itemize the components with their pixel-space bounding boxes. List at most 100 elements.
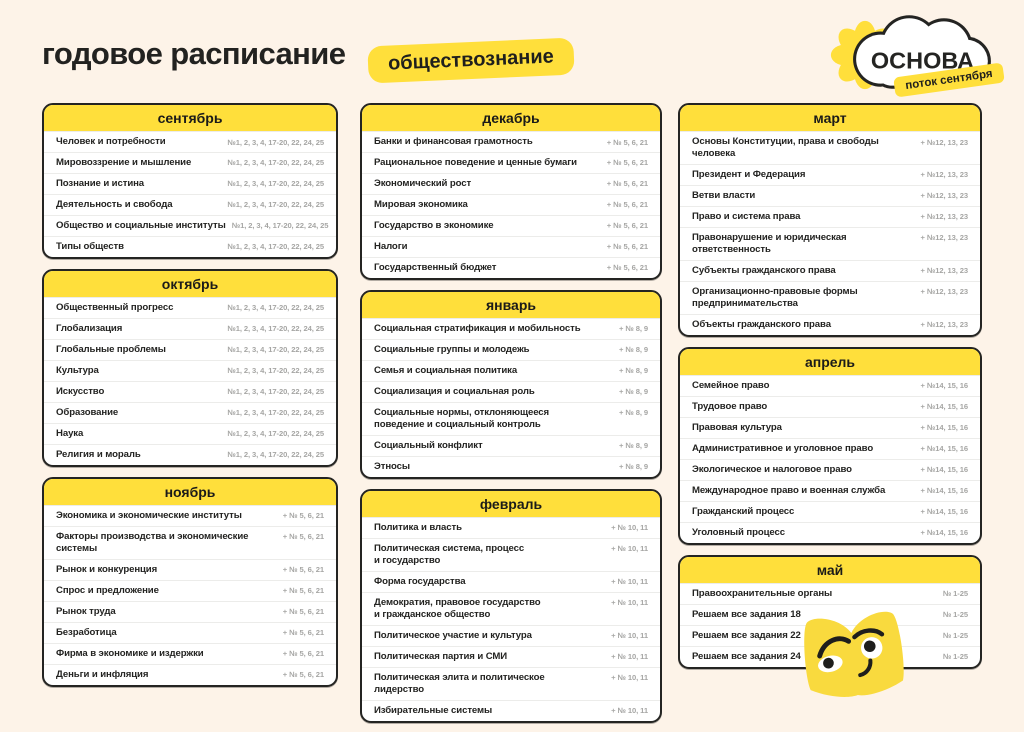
topic-label: Государственный бюджет xyxy=(374,261,497,273)
task-numbers: № 1-25 xyxy=(942,610,968,620)
task-numbers: + № 8, 9 xyxy=(619,441,648,451)
topic-label: Человек и потребности xyxy=(56,136,166,147)
schedule-row: Семейное право + №14, 15, 16 xyxy=(680,374,980,396)
topic-label: Право и система права xyxy=(692,210,801,222)
schedule-row: Основы Конституции, права и свободы чело… xyxy=(680,131,980,164)
schedule-row: Государство в экономике + № 5, 6, 21 xyxy=(362,214,660,236)
schedule-row: Экономический рост + № 5, 6, 21 xyxy=(362,172,660,194)
task-numbers: + № 10, 11 xyxy=(611,523,648,533)
topic-label: Уголовный процесс xyxy=(692,526,785,538)
brand-logo: ОСНОВА поток сентября xyxy=(822,6,1005,102)
topic-label: Общество и социальные институты xyxy=(56,219,226,231)
topic-label: Решаем все задания 18 xyxy=(692,608,801,620)
task-numbers: + №14, 15, 16 xyxy=(920,444,969,454)
schedule-row: Глобализация №1, 2, 3, 4, 17-20, 22, 24, … xyxy=(44,317,336,339)
schedule-row: Демократия, правовое государство и гражд… xyxy=(362,591,660,625)
topic-label: Демократия, правовое государство и гражд… xyxy=(374,596,541,620)
topic-label: Наука xyxy=(56,427,84,439)
schedule-row: Экологическое и налоговое право + №14, 15… xyxy=(680,458,980,480)
schedule-row: Налоги + № 5, 6, 21 xyxy=(362,235,660,257)
task-numbers: №1, 2, 3, 4, 17-20, 22, 24, 25 xyxy=(227,242,324,252)
schedule-row: Ветви власти + №12, 13, 23 xyxy=(680,184,980,206)
schedule-row: Политика и власть + № 10, 11 xyxy=(362,516,660,538)
task-numbers: + №12, 13, 23 xyxy=(920,266,969,276)
topic-label: Фирма в экономике и издержки xyxy=(56,647,204,659)
topic-label: Спрос и предложение xyxy=(56,584,159,596)
month-header: апрель xyxy=(680,348,980,375)
task-numbers: + № 10, 11 xyxy=(611,673,648,683)
task-numbers: + №14, 15, 16 xyxy=(920,402,969,412)
schedule-row: Форма государства + № 10, 11 xyxy=(362,570,660,592)
topic-label: Социализация и социальная роль xyxy=(374,385,535,397)
task-numbers: + №12, 13, 23 xyxy=(920,233,969,243)
task-numbers: + № 10, 11 xyxy=(611,577,648,587)
task-numbers: + № 5, 6, 21 xyxy=(282,511,324,521)
month-column: март Основы Конституции, права и свободы … xyxy=(678,103,982,669)
schedule-row: Этносы + № 8, 9 xyxy=(362,455,660,477)
task-numbers: № 1-25 xyxy=(942,589,968,599)
schedule-row: Человек и потребности №1, 2, 3, 4, 17-20,… xyxy=(44,131,336,152)
schedule-row: Мировоззрение и мышление №1, 2, 3, 4, 17-… xyxy=(44,151,336,173)
schedule-row: Культура №1, 2, 3, 4, 17-20, 22, 24, 25 xyxy=(44,359,336,381)
task-numbers: + №14, 15, 16 xyxy=(920,486,969,496)
schedule-row: Политическая система, процесс и государс… xyxy=(362,537,660,571)
topic-label: Культура xyxy=(56,364,99,376)
schedule-row: Трудовое право + №14, 15, 16 xyxy=(680,395,980,417)
schedule-row: Наука №1, 2, 3, 4, 17-20, 22, 24, 25 xyxy=(44,422,336,444)
month-card: март Основы Конституции, права и свободы … xyxy=(678,103,982,337)
topic-label: Правоохранительные органы xyxy=(692,587,833,599)
topic-label: Государство в экономике xyxy=(374,219,494,231)
topic-label: Социальный конфликт xyxy=(374,439,483,451)
page-title: годовое расписание xyxy=(42,36,346,71)
task-numbers: №1, 2, 3, 4, 17-20, 22, 24, 25 xyxy=(227,303,324,313)
task-numbers: №1, 2, 3, 4, 17-20, 22, 24, 25 xyxy=(231,221,329,231)
topic-label: Административное и уголовное право xyxy=(692,442,874,454)
topic-label: Факторы производства и экономические сис… xyxy=(56,530,249,554)
topic-label: Трудовое право xyxy=(692,400,768,412)
topic-label: Субъекты гражданского права xyxy=(692,264,836,276)
task-numbers: + № 5, 6, 21 xyxy=(606,137,648,147)
schedule-row: Факторы производства и экономические сис… xyxy=(44,525,336,559)
schedule-row: Социальная стратификация и мобильность + … xyxy=(362,317,660,339)
schedule-row: Фирма в экономике и издержки + № 5, 6, 21 xyxy=(44,642,336,664)
task-numbers: + №12, 13, 23 xyxy=(920,287,969,297)
month-header: сентябрь xyxy=(44,105,336,131)
task-numbers: + № 5, 6, 21 xyxy=(606,263,648,273)
task-numbers: + № 5, 6, 21 xyxy=(606,158,648,168)
task-numbers: + № 5, 6, 21 xyxy=(282,565,324,575)
schedule-row: Объекты гражданского права + №12, 13, 23 xyxy=(680,313,980,335)
topic-label: Избирательные системы xyxy=(374,704,493,716)
schedule-row: Экономика и экономические институты + № 5… xyxy=(44,504,336,526)
month-card: ноябрь Экономика и экономические институт… xyxy=(42,476,338,687)
topic-label: Глобализация xyxy=(56,322,123,334)
topic-label: Деньги и инфляция xyxy=(56,668,149,680)
schedule-row: Спрос и предложение + № 5, 6, 21 xyxy=(44,579,336,601)
topic-label: Международное право и военная служба xyxy=(692,484,886,496)
topic-label: Безработица xyxy=(56,626,117,638)
month-card: сентябрь Человек и потребности №1, 2, 3, 4… xyxy=(42,103,338,259)
task-numbers: + № 5, 6, 21 xyxy=(606,200,648,210)
task-numbers: + № 5, 6, 21 xyxy=(282,532,324,542)
topic-label: Этносы xyxy=(374,460,410,472)
schedule-row: Социализация и социальная роль + № 8, 9 xyxy=(362,380,660,402)
schedule-row: Политическая партия и СМИ + № 10, 11 xyxy=(362,645,660,667)
task-numbers: + № 5, 6, 21 xyxy=(282,586,324,596)
task-numbers: + № 8, 9 xyxy=(619,387,648,397)
schedule-row: Общество и социальные институты №1, 2, 3,… xyxy=(44,214,336,236)
month-card: январь Социальная стратификация и мобильн… xyxy=(360,289,662,479)
task-numbers: + № 5, 6, 21 xyxy=(282,670,324,680)
schedule-row: Безработица + № 5, 6, 21 xyxy=(44,621,336,643)
topic-label: Деятельность и свобода xyxy=(56,198,173,210)
schedule-row: Правонарушение и юридическая ответственн… xyxy=(680,226,980,260)
topic-label: Политическая система, процесс и государс… xyxy=(374,542,525,566)
task-numbers: № 1-25 xyxy=(942,631,968,641)
month-header: октябрь xyxy=(44,270,336,297)
schedule-row: Организационно-правовые формы предприним… xyxy=(680,280,980,314)
task-numbers: №1, 2, 3, 4, 17-20, 22, 24, 25 xyxy=(227,179,324,189)
schedule-row: Семья и социальная политика + № 8, 9 xyxy=(362,359,660,381)
month-card: октябрь Общественный прогресс №1, 2, 3, 4,… xyxy=(42,268,338,467)
topic-label: Решаем все задания 22 xyxy=(692,629,801,641)
schedule-row: Религия и мораль №1, 2, 3, 4, 17-20, 22, … xyxy=(44,443,336,465)
topic-label: Типы обществ xyxy=(56,240,124,252)
topic-label: Рынок и конкуренция xyxy=(56,563,158,575)
